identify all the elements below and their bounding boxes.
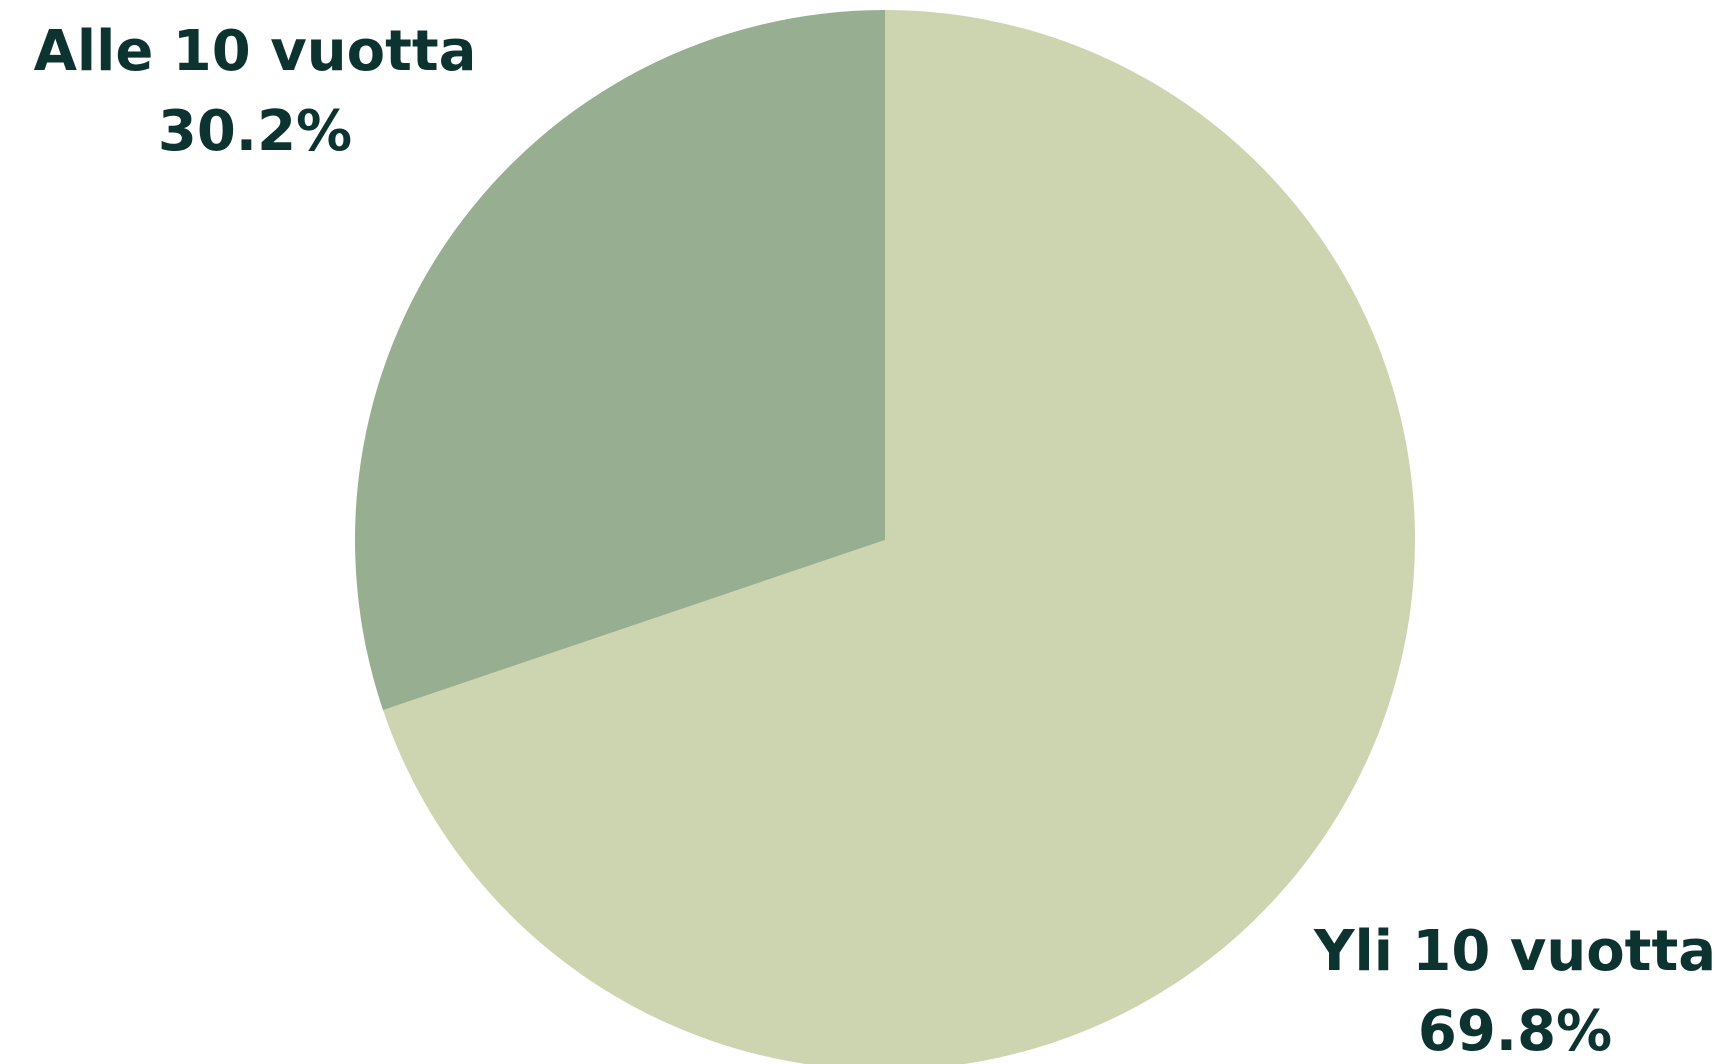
pie-slices bbox=[354, 10, 1415, 1064]
pie-labels: Alle 10 vuotta 30.2% Yli 10 vuotta 69.8% bbox=[34, 19, 1715, 1064]
pie-slice-yli-10-vuotta bbox=[383, 10, 1415, 1064]
slice-label-alle-10-vuotta: Alle 10 vuotta bbox=[34, 19, 477, 84]
slice-label-yli-10-vuotta: Yli 10 vuotta bbox=[1313, 919, 1715, 984]
slice-value-alle-10-vuotta: 30.2% bbox=[158, 99, 352, 164]
pie-slice-alle-10-vuotta bbox=[354, 10, 885, 711]
slice-value-yli-10-vuotta: 69.8% bbox=[1418, 999, 1612, 1064]
